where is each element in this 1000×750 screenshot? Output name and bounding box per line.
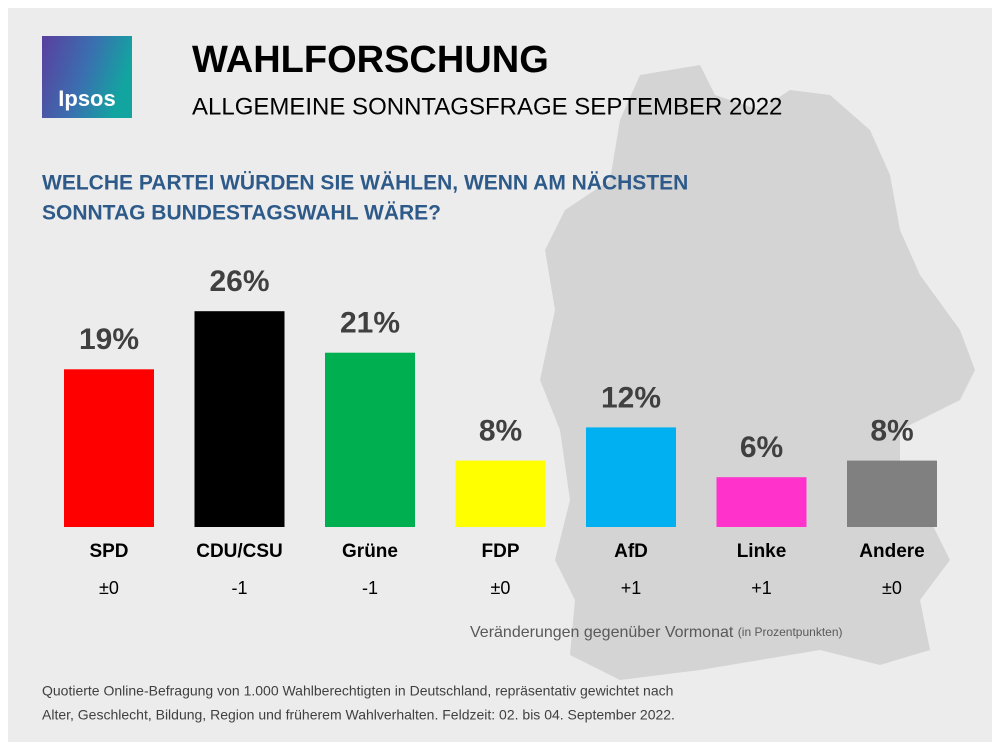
change-label: -1 xyxy=(362,578,378,598)
bar xyxy=(325,352,415,527)
change-label: ±0 xyxy=(99,578,119,598)
bar xyxy=(586,427,676,527)
category-label: CDU/CSU xyxy=(196,541,283,562)
bar xyxy=(455,460,546,527)
value-label: 8% xyxy=(870,415,913,448)
footnote: Quotierte Online-Befragung von 1.000 Wah… xyxy=(42,683,673,699)
changes-unit: (in Prozentpunkten) xyxy=(738,625,843,639)
change-label: ±0 xyxy=(491,578,511,598)
category-label: Grüne xyxy=(342,541,398,562)
question: WELCHE PARTEI WÜRDEN SIE WÄHLEN, WENN AM… xyxy=(42,172,688,195)
chart-title: WAHLFORSCHUNG xyxy=(192,39,549,81)
bar xyxy=(716,477,807,527)
bar xyxy=(64,369,154,527)
value-label: 6% xyxy=(740,431,783,464)
category-label: AfD xyxy=(614,541,648,562)
category-label: Linke xyxy=(737,541,787,562)
chart-subtitle: ALLGEMEINE SONNTAGSFRAGE SEPTEMBER 2022 xyxy=(192,93,782,120)
category-label: FDP xyxy=(482,541,520,562)
category-label: SPD xyxy=(89,541,128,562)
logo-text: Ipsos xyxy=(58,86,115,111)
change-label: ±0 xyxy=(882,578,902,598)
change-label: -1 xyxy=(231,578,247,598)
value-label: 26% xyxy=(209,265,269,298)
changes-note-text: Veränderungen gegenüber Vormonat xyxy=(470,624,734,641)
changes-note: Veränderungen gegenüber Vormonat (in Pro… xyxy=(470,624,843,641)
logo xyxy=(42,36,132,118)
value-label: 12% xyxy=(601,381,661,414)
footnote: Alter, Geschlecht, Bildung, Region und f… xyxy=(42,707,675,723)
bar xyxy=(194,311,285,527)
value-label: 21% xyxy=(340,307,400,340)
change-label: +1 xyxy=(621,578,642,598)
category-label: Andere xyxy=(859,541,924,562)
change-label: +1 xyxy=(751,578,772,598)
value-label: 19% xyxy=(79,323,139,356)
value-label: 8% xyxy=(479,415,522,448)
question: SONNTAG BUNDESTAGSWAHL WÄRE? xyxy=(42,202,441,225)
bar xyxy=(847,460,937,527)
